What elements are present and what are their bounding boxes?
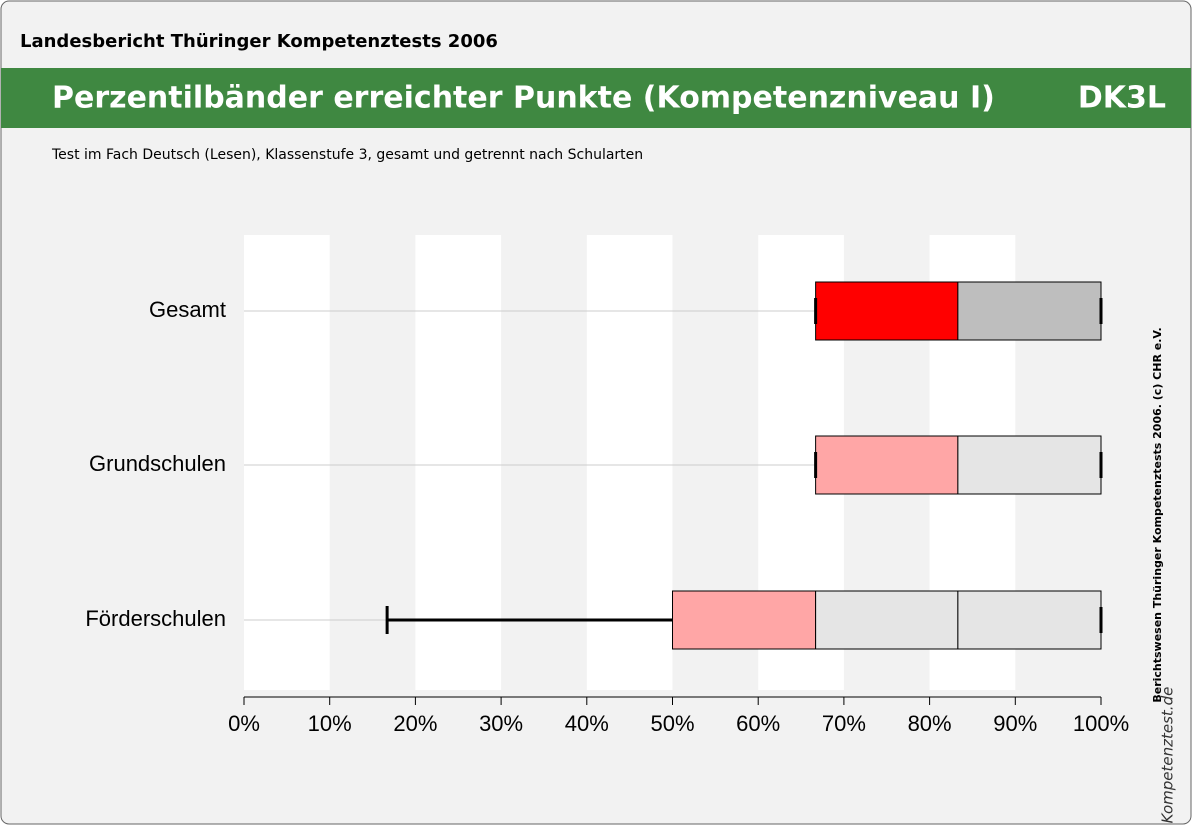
band bbox=[957, 590, 1102, 650]
grid-stripe bbox=[415, 235, 502, 690]
subtitle: Test im Fach Deutsch (Lesen), Klassenstu… bbox=[51, 147, 643, 163]
x-tick-label: 60% bbox=[736, 711, 780, 736]
row-label: Grundschulen bbox=[89, 451, 226, 476]
band bbox=[957, 281, 1102, 341]
grid-stripe bbox=[586, 235, 673, 690]
grid-stripe bbox=[244, 235, 330, 690]
logo: Kompetenztest.de bbox=[1159, 687, 1177, 824]
x-tick-label: 70% bbox=[822, 711, 866, 736]
title-bar bbox=[1, 68, 1191, 128]
band bbox=[672, 590, 817, 650]
band bbox=[957, 435, 1102, 495]
x-tick-label: 90% bbox=[993, 711, 1037, 736]
header-title: Landesbericht Thüringer Kompetenztests 2… bbox=[20, 31, 498, 52]
x-tick-label: 0% bbox=[228, 711, 260, 736]
x-tick-label: 50% bbox=[650, 711, 694, 736]
row-label: Förderschulen bbox=[85, 606, 226, 631]
x-tick-label: 80% bbox=[908, 711, 952, 736]
chart-code: DK3L bbox=[1078, 81, 1166, 116]
chart-title: Perzentilbänder erreichter Punkte (Kompe… bbox=[52, 81, 995, 116]
x-tick-label: 30% bbox=[479, 711, 523, 736]
band bbox=[815, 590, 959, 650]
band bbox=[815, 435, 959, 495]
copyright: Berichtswesen Thüringer Kompetenztests 2… bbox=[1151, 327, 1164, 702]
row-label: Gesamt bbox=[149, 297, 226, 322]
band bbox=[815, 281, 959, 341]
x-tick-label: 40% bbox=[565, 711, 609, 736]
x-tick-label: 100% bbox=[1073, 711, 1129, 736]
x-tick-label: 20% bbox=[393, 711, 437, 736]
x-tick-label: 10% bbox=[308, 711, 352, 736]
